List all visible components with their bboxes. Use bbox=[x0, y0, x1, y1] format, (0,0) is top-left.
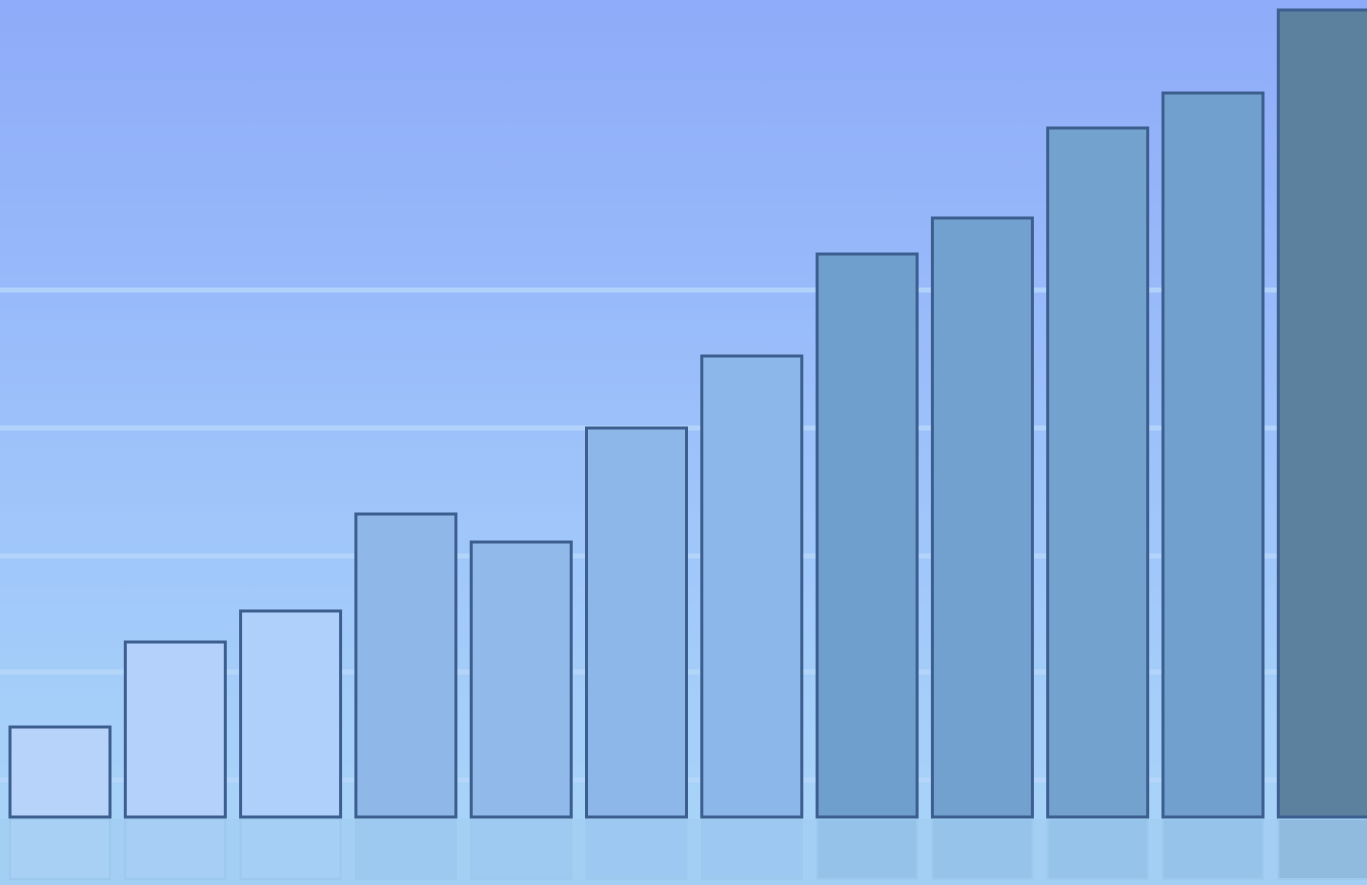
bar-reflection bbox=[1046, 818, 1149, 880]
bar bbox=[1046, 126, 1150, 819]
bar-reflection bbox=[239, 818, 342, 880]
bar bbox=[123, 640, 227, 819]
bar-reflection bbox=[931, 818, 1034, 880]
bar bbox=[1161, 91, 1265, 819]
bar bbox=[700, 354, 804, 819]
bar-reflection bbox=[816, 818, 919, 880]
bar bbox=[8, 725, 112, 819]
bar bbox=[585, 426, 688, 819]
bar-reflection bbox=[700, 818, 803, 880]
bar-reflection bbox=[1277, 818, 1367, 880]
bar bbox=[239, 609, 343, 819]
bar bbox=[469, 540, 573, 819]
bar-reflection bbox=[1162, 818, 1264, 880]
bar-reflection bbox=[124, 818, 227, 880]
bar-reflection bbox=[470, 818, 573, 880]
bar-reflection bbox=[585, 818, 688, 880]
bar bbox=[354, 512, 458, 819]
floor bbox=[0, 819, 1367, 885]
bar bbox=[1276, 8, 1367, 819]
bar-reflection bbox=[9, 818, 111, 880]
bar-reflection bbox=[354, 818, 457, 880]
bar bbox=[930, 216, 1034, 819]
bar bbox=[815, 252, 919, 819]
